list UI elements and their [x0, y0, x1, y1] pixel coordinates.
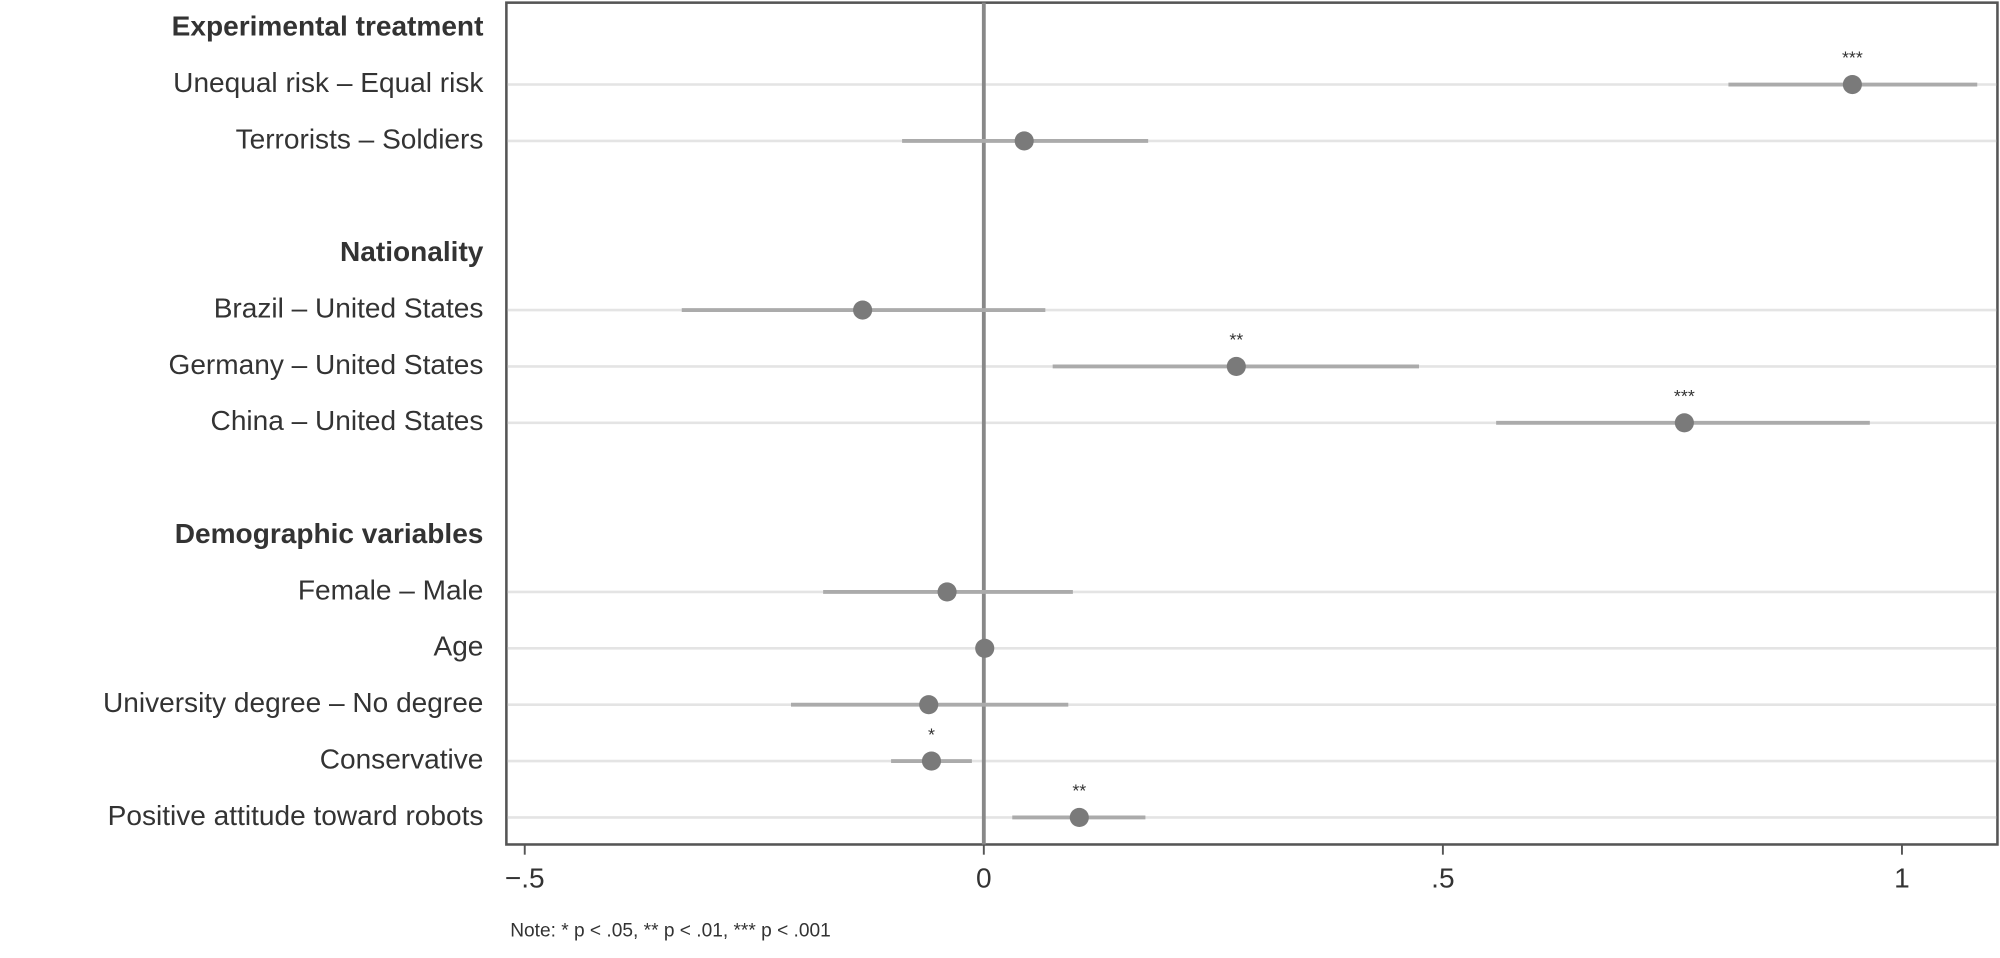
y-tick-label: Conservative — [320, 743, 484, 774]
y-tick-label: Female – Male — [298, 574, 483, 605]
group-title: Nationality — [340, 236, 484, 267]
x-tick-label: 0 — [976, 863, 992, 894]
point-estimate — [921, 751, 942, 771]
y-tick-label: Terrorists – Soldiers — [236, 123, 484, 154]
y-tick-label: Positive attitude toward robots — [108, 800, 484, 831]
significance-label: *** — [1674, 386, 1695, 406]
point-estimate — [1674, 413, 1694, 433]
significance-label: ** — [1072, 781, 1086, 801]
point-estimate — [1842, 74, 1862, 95]
significance-label: *** — [1842, 48, 1863, 68]
point-estimate — [1069, 807, 1089, 828]
x-tick-label: 1 — [1894, 863, 1910, 894]
significance-label: ** — [1229, 330, 1243, 350]
y-tick-label: University degree – No degree — [103, 687, 483, 718]
y-tick-label: China – United States — [211, 405, 484, 436]
point-estimate — [975, 638, 995, 658]
point-estimate — [937, 582, 957, 602]
group-title: Demographic variables — [175, 518, 484, 549]
point-estimate — [1226, 356, 1246, 376]
y-tick-label: Brazil – United States — [214, 292, 484, 323]
y-tick-label: Germany – United States — [169, 349, 484, 380]
y-tick-label: Unequal risk – Equal risk — [173, 67, 484, 98]
group-title: Experimental treatment — [172, 11, 484, 42]
plot-frame — [505, 1, 1999, 846]
y-tick-label: Age — [434, 631, 484, 662]
point-estimate — [853, 300, 873, 320]
point-estimate — [919, 695, 939, 715]
x-tick-label: .5 — [1431, 863, 1454, 894]
point-estimate — [1014, 131, 1034, 151]
x-tick-label: −.5 — [505, 863, 545, 894]
significance-label: * — [928, 724, 935, 744]
note: Note: * p < .05, ** p < .01, *** p < .00… — [510, 920, 831, 941]
